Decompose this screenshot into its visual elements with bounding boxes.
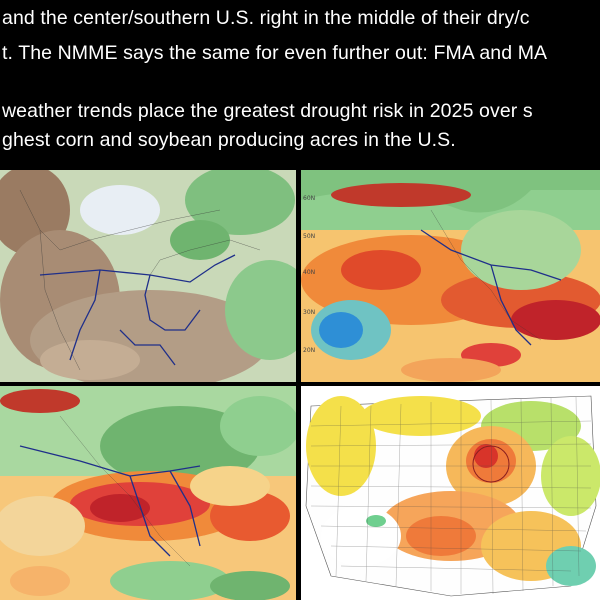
lat-label: 30N bbox=[303, 309, 315, 316]
precip-anomaly-map[interactable] bbox=[0, 170, 296, 382]
lat-labels: 60N 50N 40N 30N 20N bbox=[303, 195, 315, 354]
lat-label: 50N bbox=[303, 233, 315, 240]
lat-label: 40N bbox=[303, 269, 315, 276]
post-text-line: and the center/southern U.S. right in th… bbox=[2, 7, 530, 29]
temp-anomaly-map-pacific[interactable]: 60N 50N 40N 30N 20N bbox=[301, 170, 600, 382]
temp-anomaly-map-north-america[interactable] bbox=[0, 386, 296, 600]
lat-label: 60N bbox=[303, 195, 315, 202]
lat-label: 20N bbox=[303, 347, 315, 354]
post-text: and the center/southern U.S. right in th… bbox=[0, 0, 600, 170]
post-text-line: t. The NMME says the same for even furth… bbox=[2, 42, 548, 64]
post-text-line: weather trends place the greatest drough… bbox=[2, 100, 533, 122]
drought-risk-county-map[interactable] bbox=[301, 386, 600, 600]
post-text-line: ghest corn and soybean producing acres i… bbox=[2, 129, 456, 151]
